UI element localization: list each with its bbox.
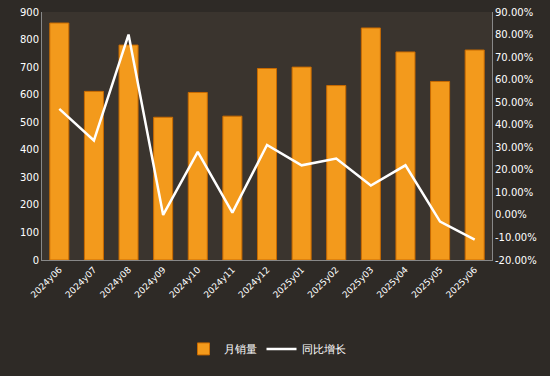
svg-text:200: 200 bbox=[20, 199, 39, 210]
svg-text:90.00%: 90.00% bbox=[495, 7, 533, 18]
svg-text:800: 800 bbox=[20, 34, 39, 45]
svg-text:2024y07: 2024y07 bbox=[63, 265, 98, 300]
svg-text:2024y10: 2024y10 bbox=[167, 265, 202, 300]
svg-text:2024y08: 2024y08 bbox=[98, 265, 133, 300]
svg-text:10.00%: 10.00% bbox=[495, 187, 533, 198]
svg-text:同比增长: 同比增长 bbox=[302, 343, 346, 356]
svg-text:400: 400 bbox=[20, 144, 39, 155]
svg-text:2024y11: 2024y11 bbox=[202, 265, 237, 300]
svg-text:2025y03: 2025y03 bbox=[340, 265, 375, 300]
svg-text:2024y06: 2024y06 bbox=[29, 265, 64, 300]
svg-text:80.00%: 80.00% bbox=[495, 29, 533, 40]
svg-text:0: 0 bbox=[33, 255, 39, 266]
svg-text:40.00%: 40.00% bbox=[495, 119, 533, 130]
svg-text:2025y06: 2025y06 bbox=[444, 265, 479, 300]
svg-text:100: 100 bbox=[20, 227, 39, 238]
svg-text:-20.00%: -20.00% bbox=[495, 255, 537, 266]
svg-text:500: 500 bbox=[20, 117, 39, 128]
svg-text:20.00%: 20.00% bbox=[495, 164, 533, 175]
svg-text:900: 900 bbox=[20, 7, 39, 18]
svg-text:50.00%: 50.00% bbox=[495, 97, 533, 108]
svg-text:300: 300 bbox=[20, 172, 39, 183]
svg-text:700: 700 bbox=[20, 62, 39, 73]
svg-text:2024y12: 2024y12 bbox=[236, 265, 271, 300]
svg-text:月销量: 月销量 bbox=[224, 343, 257, 356]
svg-text:0.00%: 0.00% bbox=[495, 209, 527, 220]
svg-text:70.00%: 70.00% bbox=[495, 52, 533, 63]
svg-text:2025y05: 2025y05 bbox=[410, 265, 445, 300]
svg-text:-10.00%: -10.00% bbox=[495, 232, 537, 243]
svg-text:600: 600 bbox=[20, 89, 39, 100]
svg-text:2025y02: 2025y02 bbox=[306, 265, 341, 300]
svg-text:2025y01: 2025y01 bbox=[271, 265, 306, 300]
svg-text:30.00%: 30.00% bbox=[495, 142, 533, 153]
svg-text:2025y04: 2025y04 bbox=[375, 265, 410, 300]
svg-text:2024y09: 2024y09 bbox=[133, 265, 168, 300]
svg-text:60.00%: 60.00% bbox=[495, 74, 533, 85]
